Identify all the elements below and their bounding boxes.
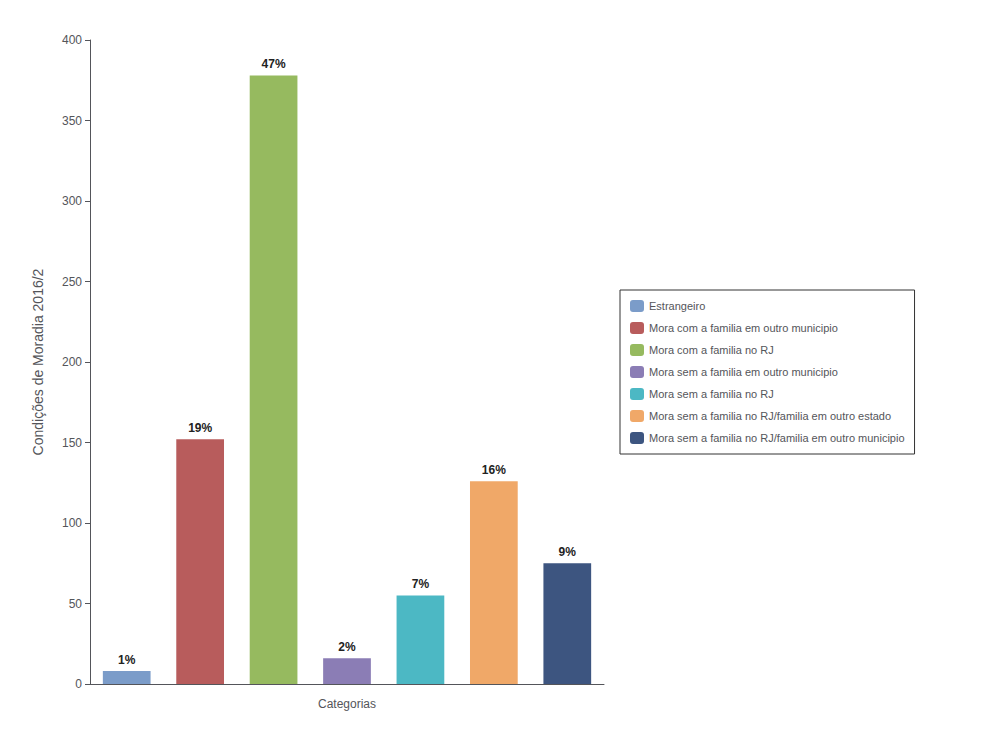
svg-text:200: 200	[62, 355, 82, 369]
svg-text:50: 50	[69, 597, 83, 611]
svg-text:Categorias: Categorias	[318, 697, 376, 711]
svg-text:1%: 1%	[118, 653, 136, 667]
svg-text:0: 0	[75, 677, 82, 691]
svg-text:Mora sem a familia no RJ/famil: Mora sem a familia no RJ/familia em outr…	[649, 410, 891, 422]
svg-text:Mora sem a familia no RJ/famil: Mora sem a familia no RJ/familia em outr…	[649, 432, 905, 444]
svg-text:150: 150	[62, 436, 82, 450]
svg-text:Condições de Moradia 2016/2: Condições de Moradia 2016/2	[30, 268, 46, 455]
svg-text:9%: 9%	[559, 545, 577, 559]
svg-text:7%: 7%	[412, 577, 430, 591]
svg-text:Estrangeiro: Estrangeiro	[649, 300, 705, 312]
svg-text:300: 300	[62, 194, 82, 208]
svg-text:250: 250	[62, 275, 82, 289]
svg-text:16%: 16%	[482, 463, 506, 477]
svg-text:19%: 19%	[188, 421, 212, 435]
svg-text:2%: 2%	[338, 640, 356, 654]
svg-text:Mora sem a familia no RJ: Mora sem a familia no RJ	[649, 388, 774, 400]
svg-text:Mora sem a familia em outro mu: Mora sem a familia em outro municipio	[649, 366, 838, 378]
svg-text:350: 350	[62, 114, 82, 128]
svg-text:Mora com a familia no RJ: Mora com a familia no RJ	[649, 344, 774, 356]
svg-text:100: 100	[62, 516, 82, 530]
svg-text:47%: 47%	[262, 57, 286, 71]
svg-text:400: 400	[62, 33, 82, 47]
svg-text:Mora com a familia em outro mu: Mora com a familia em outro municipio	[649, 322, 838, 334]
